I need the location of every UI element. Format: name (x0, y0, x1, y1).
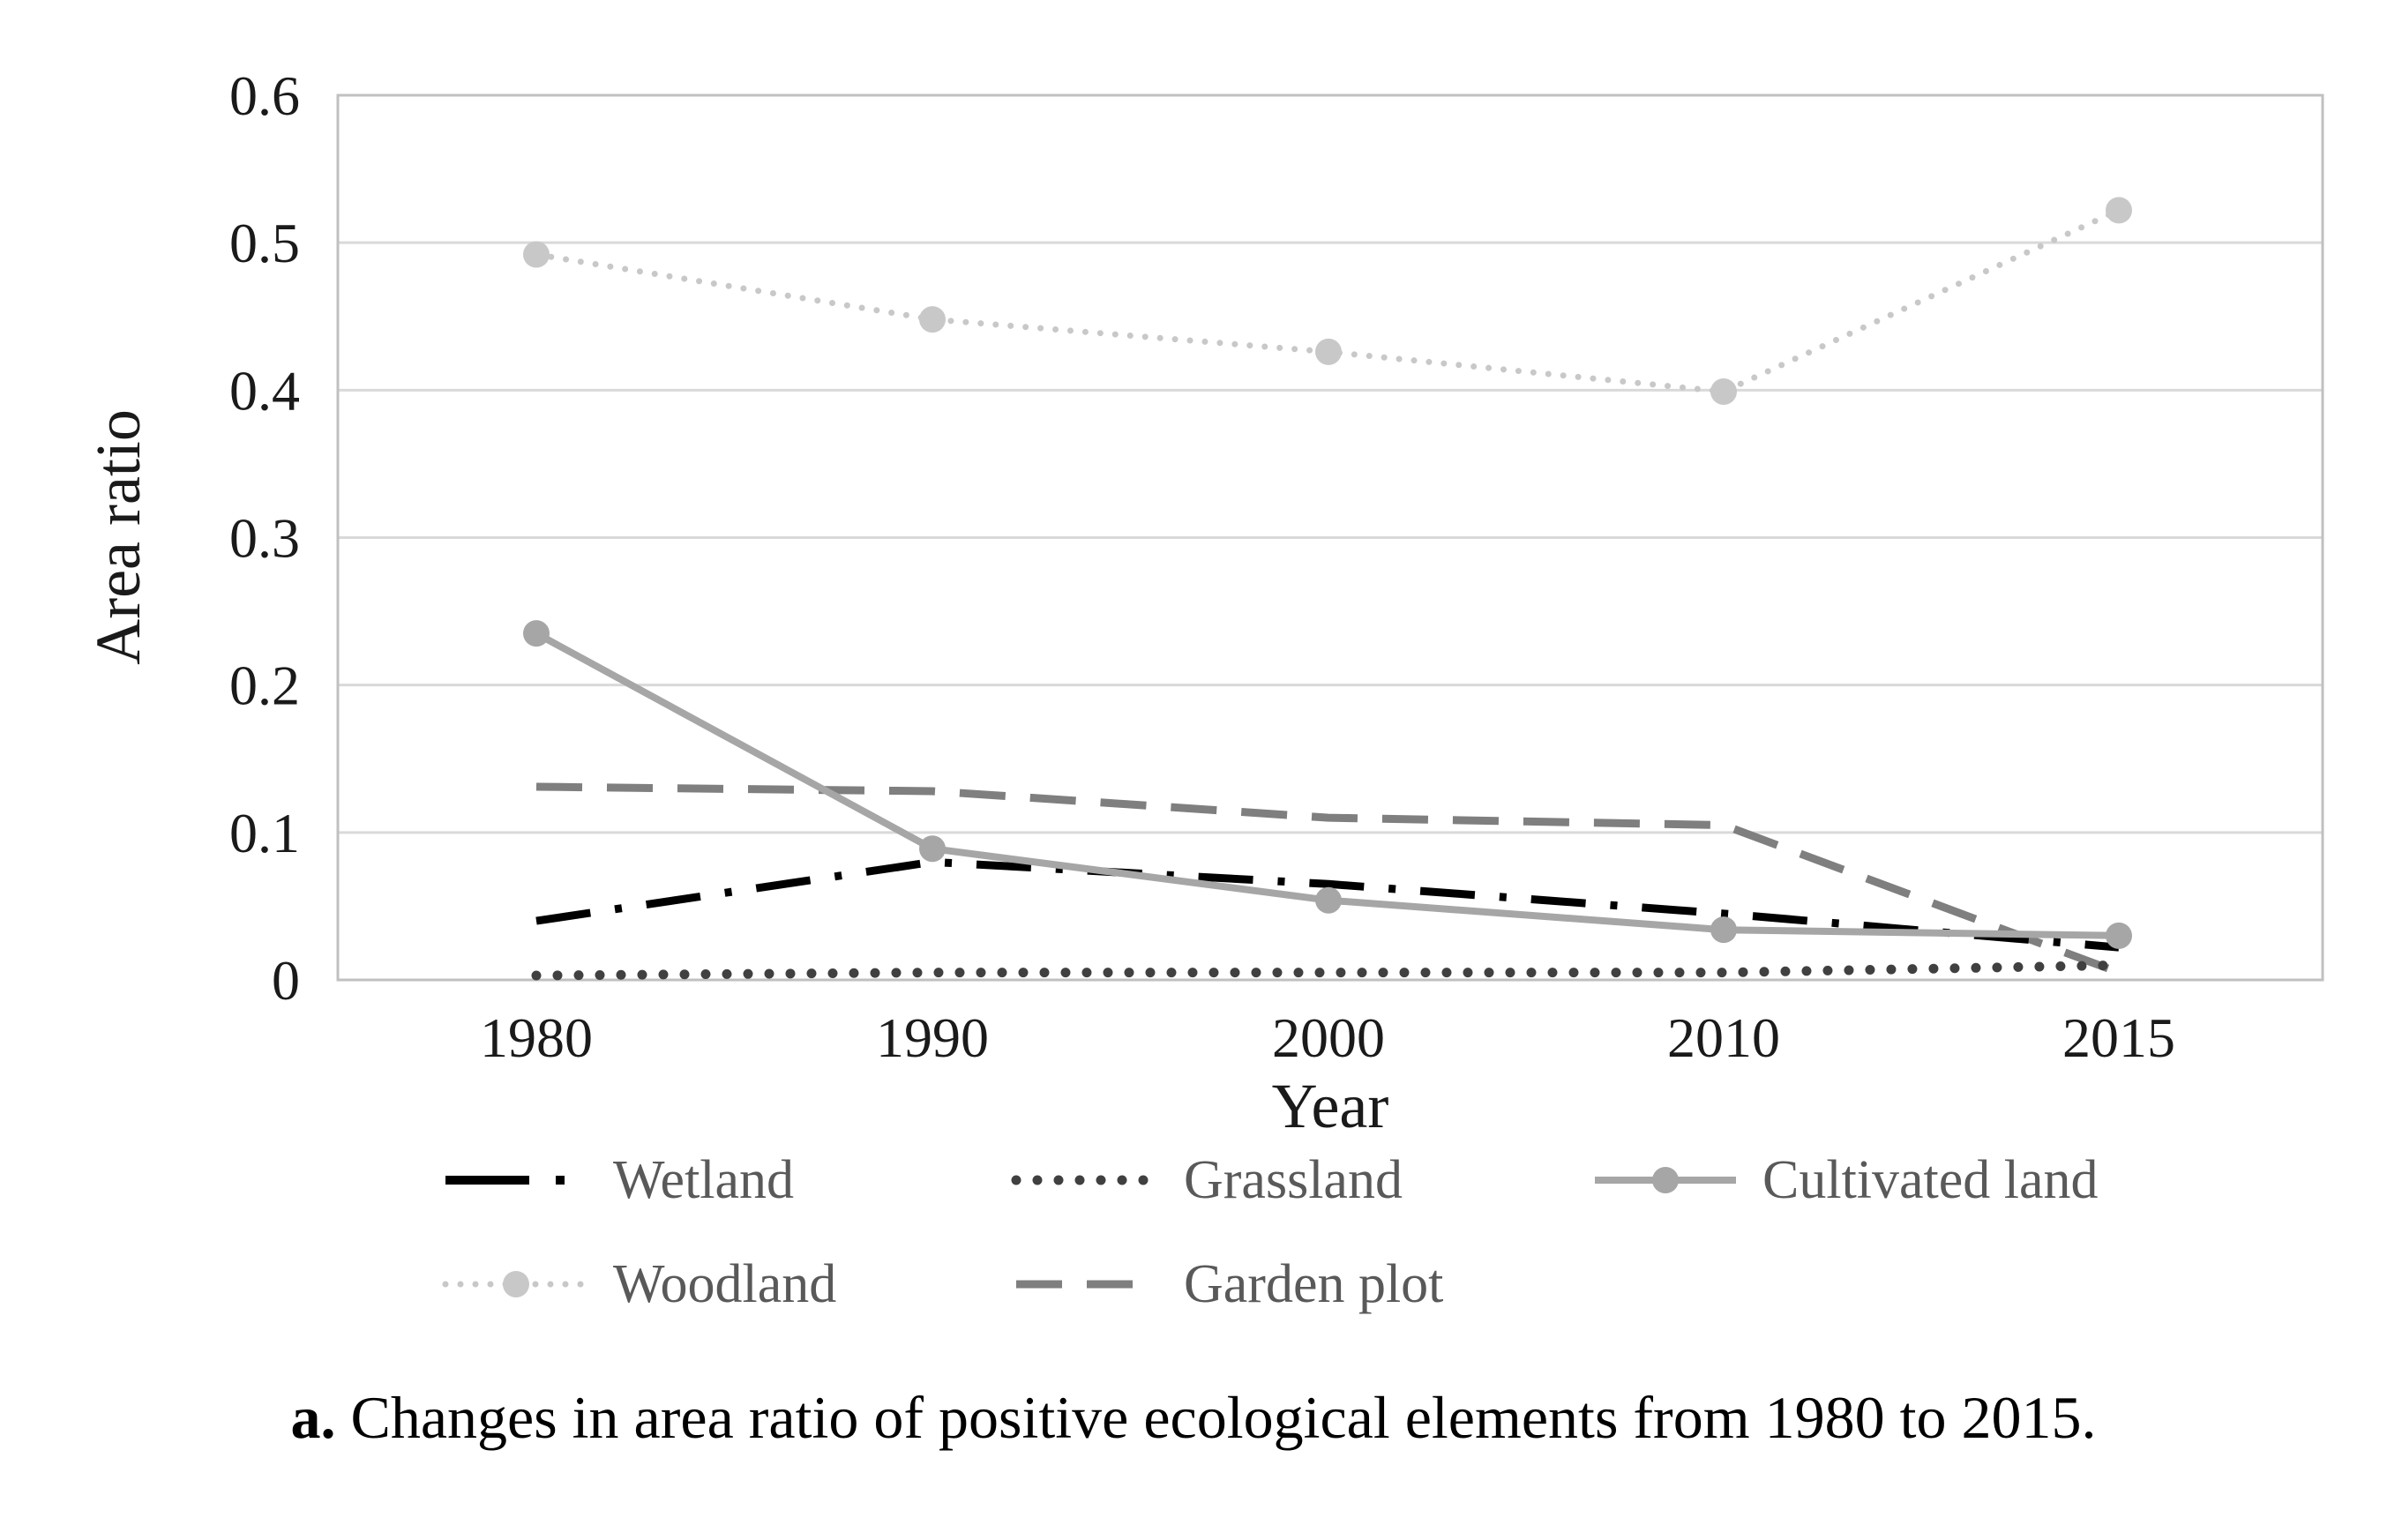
point-cultivated-land-1990 (919, 835, 946, 863)
caption-text: Changes in area ratio of positive ecolog… (335, 1384, 2097, 1451)
legend-label-garden-plot: Garden plot (1184, 1254, 1443, 1314)
x-tick-label-0: 1980 (480, 1006, 593, 1069)
legend-item-grassland: Grassland (1011, 1150, 1403, 1210)
point-cultivated-land-2000 (1315, 886, 1342, 914)
series-line-wetland (535, 857, 2120, 952)
gridlines (338, 241, 2323, 834)
series-woodland (523, 197, 2132, 406)
point-woodland-2015 (2106, 197, 2132, 224)
series-line-grassland (531, 960, 2124, 981)
legend-label-grassland: Grassland (1184, 1150, 1403, 1210)
legend-item-cultivated-land: Cultivated land (1595, 1150, 2099, 1210)
y-tick-label-5: 0.5 (229, 212, 300, 274)
point-woodland-1990 (919, 306, 946, 333)
figure-caption: a. Changes in area ratio of positive eco… (0, 1383, 2387, 1453)
legend: Wetland Grassland Cultivated land Woodland G… (442, 1150, 2099, 1314)
legend-label-cultivated-land: Cultivated land (1762, 1150, 2099, 1210)
y-tick-label-2: 0.2 (229, 654, 300, 717)
legend-marker-woodland (503, 1271, 529, 1297)
point-woodland-2000 (1315, 338, 1342, 365)
series-lines (523, 197, 2132, 981)
series-line-woodland (533, 206, 2122, 395)
y-tick-label-3: 0.3 (229, 507, 300, 570)
legend-item-woodland: Woodland (442, 1254, 836, 1314)
x-tick-label-4: 2015 (2062, 1006, 2175, 1069)
point-cultivated-land-1980 (523, 620, 550, 647)
point-woodland-2010 (1710, 378, 1737, 406)
x-axis-ticks: 1980 1990 2000 2010 2015 (480, 1006, 2175, 1069)
series-grassland (531, 960, 2124, 981)
legend-item-wetland: Wetland (445, 1150, 794, 1210)
series-wetland (535, 857, 2120, 952)
legend-label-woodland: Woodland (613, 1254, 836, 1314)
point-woodland-1980 (523, 241, 550, 268)
y-tick-label-4: 0.4 (229, 359, 300, 422)
plot-area-border (336, 93, 2324, 982)
y-tick-label-0: 0 (272, 949, 300, 1012)
x-tick-label-3: 2010 (1667, 1006, 1780, 1069)
x-tick-label-1: 1990 (876, 1006, 989, 1069)
y-axis-title: Area ratio (83, 409, 153, 665)
x-tick-label-2: 2000 (1272, 1006, 1385, 1069)
series-garden-plot (535, 782, 2121, 976)
point-cultivated-land-2010 (1710, 916, 1737, 944)
y-tick-label-6: 0.6 (229, 64, 300, 127)
y-tick-label-1: 0.1 (229, 802, 300, 864)
legend-marker-cultivated-land (1652, 1167, 1679, 1193)
point-cultivated-land-2015 (2106, 922, 2132, 949)
series-cultivated-land (523, 620, 2132, 949)
x-axis-title: Year (1272, 1071, 1389, 1141)
legend-label-wetland: Wetland (613, 1150, 794, 1210)
series-line-garden-plot (535, 782, 2121, 976)
legend-item-garden-plot: Garden plot (1016, 1254, 1443, 1314)
caption-prefix: a. (290, 1384, 336, 1451)
y-axis-ticks: 0 0.1 0.2 0.3 0.4 0.5 0.6 (229, 64, 300, 1012)
